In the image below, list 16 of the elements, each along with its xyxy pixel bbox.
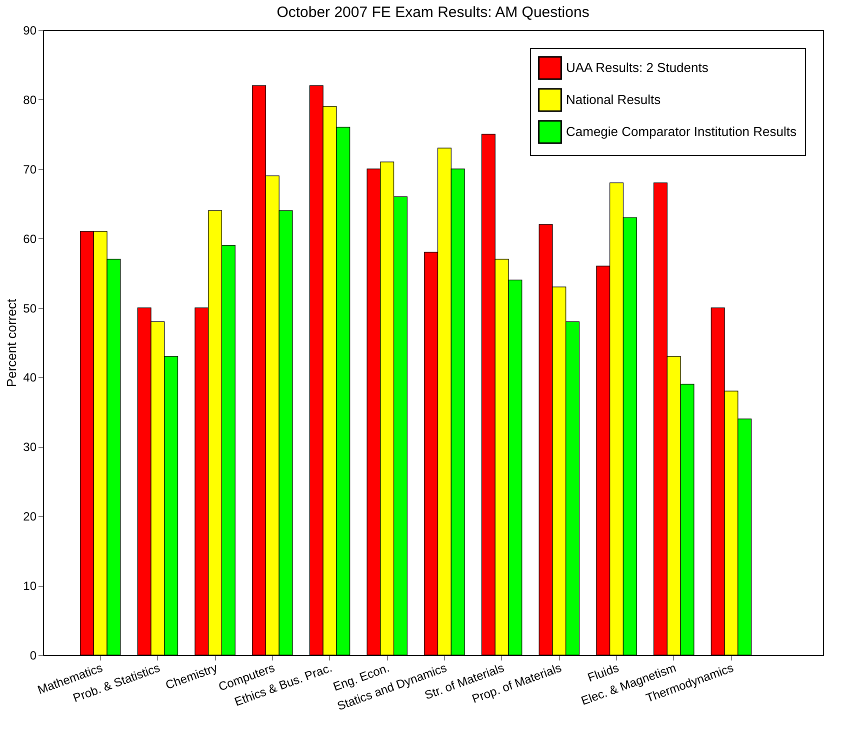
y-tick-label: 80	[23, 92, 37, 107]
y-tick-label: 0	[30, 648, 37, 662]
chart-title: October 2007 FE Exam Results: AM Questions	[276, 4, 590, 21]
y-tick-label: 40	[23, 370, 37, 385]
y-tick-label: 20	[23, 510, 37, 524]
legend-label: Camegie Comparator Institution Results	[566, 124, 797, 139]
y-axis-title: Percent correct	[4, 298, 20, 388]
y-tick-label: 30	[23, 440, 37, 454]
legend-label: UAA Results: 2 Students	[566, 60, 709, 75]
y-tick-label: 10	[23, 579, 37, 594]
y-tick-label: 60	[23, 232, 37, 246]
y-tick-label: 50	[23, 301, 37, 316]
y-tick-label: 90	[23, 24, 37, 38]
y-tick-label: 70	[23, 162, 37, 176]
x-tick-label: Fluids	[586, 660, 621, 685]
legend-label: National Results	[566, 92, 662, 107]
